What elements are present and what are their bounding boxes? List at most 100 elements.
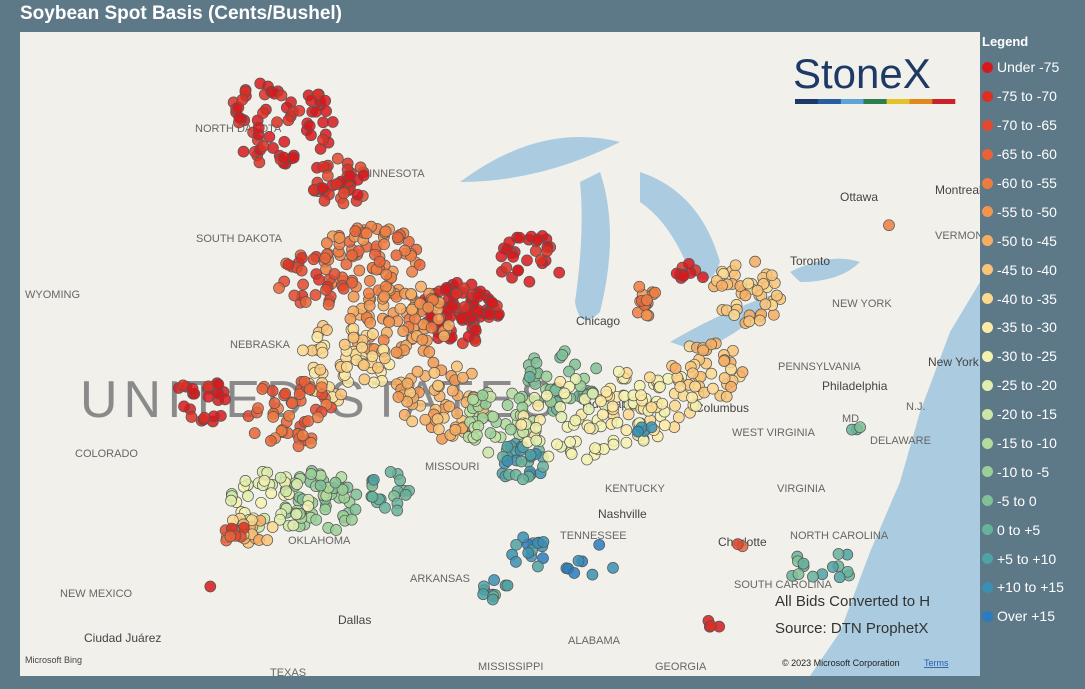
terms-link[interactable]: Terms [924, 658, 949, 668]
dot [316, 182, 329, 194]
dot [432, 313, 445, 326]
dot [366, 350, 379, 363]
logo-stripe [795, 99, 818, 104]
dot [278, 151, 290, 164]
dot [731, 538, 744, 550]
dot [271, 116, 283, 129]
dot [583, 422, 596, 435]
dot [488, 574, 500, 586]
dot [202, 390, 215, 403]
dot [521, 254, 533, 267]
dot [556, 349, 569, 361]
legend-swatch [982, 466, 993, 478]
dot [471, 429, 483, 441]
city-label: Chicago [576, 314, 620, 328]
dot [558, 387, 571, 400]
dot [503, 236, 516, 249]
dot [612, 365, 625, 378]
dot [596, 408, 609, 421]
dot [729, 259, 742, 272]
dot [725, 363, 737, 376]
state-label: VIRGINIA [777, 483, 826, 495]
dot [563, 365, 575, 378]
dot [541, 389, 553, 402]
dot [305, 437, 317, 449]
state-label: NEW YORK [832, 298, 892, 310]
dot [185, 411, 198, 423]
dot [472, 290, 485, 303]
dot [353, 264, 366, 277]
dot [686, 367, 699, 380]
legend-label: +5 to +10 [997, 550, 1057, 567]
dot [344, 313, 357, 325]
legend-item: +10 to +15 [982, 573, 1082, 602]
dot [397, 325, 410, 337]
dot [523, 275, 536, 288]
dot [256, 383, 269, 395]
lake-superior [460, 137, 620, 182]
dot [401, 377, 414, 390]
dot [689, 380, 701, 393]
legend-label: -55 to -50 [997, 203, 1057, 220]
dot [807, 570, 819, 583]
legend-swatch [982, 379, 993, 391]
dot [310, 513, 323, 526]
dot [523, 371, 536, 383]
dot [356, 341, 368, 354]
dot [253, 156, 266, 169]
state-label: KENTUCKY [605, 483, 666, 495]
dot [391, 504, 404, 517]
note: All Bids Converted to H [775, 593, 930, 610]
dot [299, 296, 312, 308]
dot [363, 299, 376, 312]
dot [337, 197, 350, 210]
dot [649, 286, 661, 299]
legend-item: -10 to -5 [982, 457, 1082, 486]
dot [267, 411, 280, 423]
dot [522, 547, 535, 559]
dot [555, 411, 568, 423]
city-label: Ottawa [840, 190, 878, 204]
dot [524, 449, 537, 461]
dot [347, 331, 360, 344]
dot [310, 105, 322, 118]
dot [718, 372, 731, 384]
dot [515, 418, 528, 431]
dot [443, 400, 456, 413]
dot [383, 316, 395, 328]
dot [378, 238, 390, 251]
dot [510, 556, 522, 568]
dot [501, 440, 514, 453]
dot [293, 104, 306, 117]
dot [330, 178, 343, 190]
dot [640, 309, 653, 322]
dot [406, 265, 418, 278]
legend-item: -65 to -60 [982, 140, 1082, 169]
dot [287, 151, 300, 164]
dot [450, 287, 463, 300]
dot [551, 438, 563, 451]
dot [458, 301, 471, 313]
city-label: Montreal [935, 183, 980, 197]
dot [530, 422, 542, 434]
dot [564, 436, 576, 448]
legend-label: -60 to -55 [997, 175, 1057, 191]
legend-label: -25 to -20 [997, 377, 1057, 394]
dot [265, 435, 277, 447]
dot [364, 316, 377, 329]
dot [379, 225, 392, 238]
dot [540, 370, 553, 383]
dot [742, 277, 755, 290]
dot [318, 194, 331, 207]
dot [292, 440, 305, 453]
dot [265, 487, 278, 500]
legend-swatch [982, 235, 993, 247]
dot [600, 385, 613, 398]
attribution-provider: Microsoft Bing [25, 655, 82, 665]
legend-item: -30 to -25 [982, 342, 1082, 371]
state-label: ARKANSAS [410, 573, 470, 585]
dot [317, 133, 329, 146]
dot [686, 391, 698, 404]
dot [313, 273, 325, 286]
legend-item: -45 to -40 [982, 255, 1082, 284]
